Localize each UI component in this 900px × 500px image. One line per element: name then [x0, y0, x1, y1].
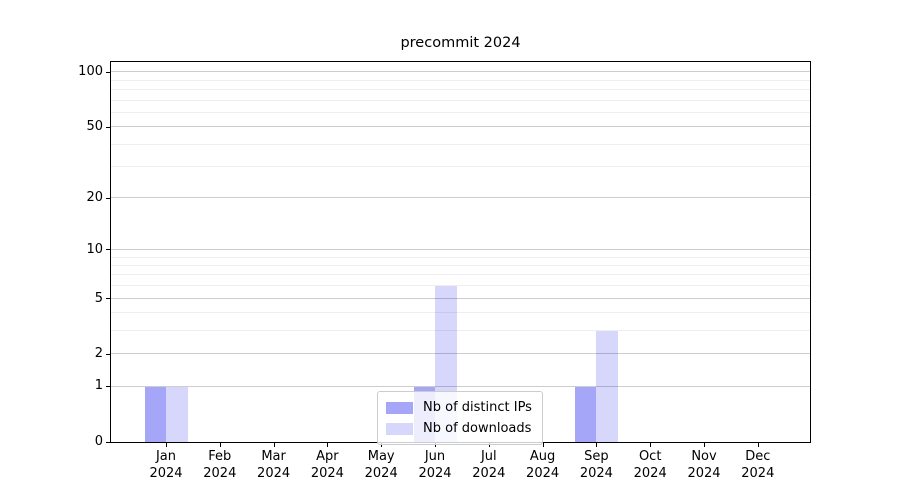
- x-tick-year: 2024: [418, 465, 452, 481]
- y-tick-label: 10: [86, 241, 103, 257]
- minor-gridline: [111, 111, 810, 113]
- x-tick-year: 2024: [579, 465, 613, 481]
- y-tick-mark: [106, 249, 110, 251]
- y-tick-mark: [106, 197, 110, 199]
- y-tick-mark: [106, 298, 110, 299]
- x-tick-mark: [219, 443, 221, 447]
- minor-gridline: [111, 99, 810, 101]
- y-tick-mark: [106, 126, 110, 128]
- x-tick-mark: [704, 443, 705, 447]
- bar-sep-downloads: [596, 330, 618, 442]
- bar-sep-ips: [574, 386, 597, 442]
- x-tick-month: Apr: [316, 449, 339, 464]
- x-tick-year: 2024: [364, 465, 398, 481]
- x-tick-month: Jan: [155, 449, 177, 464]
- chart-title: precommit 2024: [400, 35, 521, 51]
- x-tick-year: 2024: [472, 465, 506, 481]
- x-tick-mark: [166, 443, 167, 447]
- y-tick-label: 50: [86, 119, 103, 135]
- x-tick-label: Jun 2024: [403, 449, 467, 482]
- x-tick-month: Mar: [261, 449, 286, 464]
- x-tick-year: 2024: [687, 465, 721, 481]
- plot-area: Nb of distinct IPs Nb of downloads: [110, 61, 811, 445]
- major-gridline: [111, 126, 810, 128]
- x-tick-month: Nov: [691, 449, 717, 464]
- x-tick-year: 2024: [257, 465, 291, 481]
- x-tick-year: 2024: [203, 465, 237, 481]
- legend-label: Nb of distinct IPs: [423, 400, 532, 415]
- x-tick-year: 2024: [526, 465, 560, 481]
- legend: Nb of distinct IPs Nb of downloads: [377, 391, 543, 445]
- x-tick-label: Aug 2024: [511, 449, 575, 482]
- x-tick-label: Feb 2024: [188, 449, 252, 482]
- minor-gridline: [111, 89, 810, 91]
- x-tick-label: Mar 2024: [242, 449, 306, 482]
- x-tick-label: Jul 2024: [457, 449, 521, 482]
- y-tick-label: 100: [78, 64, 103, 80]
- x-tick-mark: [542, 443, 544, 447]
- x-tick-mark: [381, 443, 383, 447]
- bar-jan-ips: [144, 386, 166, 442]
- legend-label: Nb of downloads: [423, 421, 532, 436]
- x-tick-year: 2024: [310, 465, 344, 481]
- major-gridline: [111, 197, 810, 199]
- x-tick-mark: [650, 443, 652, 447]
- y-tick-label: 0: [94, 434, 103, 449]
- minor-gridline: [111, 79, 810, 81]
- minor-gridline: [111, 285, 810, 287]
- y-tick-label: 5: [94, 290, 103, 306]
- y-tick-mark: [106, 385, 110, 387]
- minor-gridline: [111, 265, 810, 267]
- x-tick-year: 2024: [741, 465, 775, 481]
- x-tick-mark: [488, 443, 490, 447]
- x-tick-month: Jul: [480, 449, 497, 464]
- x-tick-label: Nov 2024: [672, 449, 736, 482]
- x-tick-mark: [435, 443, 436, 447]
- major-gridline: [111, 248, 810, 250]
- x-tick-label: May 2024: [349, 449, 413, 482]
- x-tick-mark: [757, 443, 759, 447]
- x-tick-year: 2024: [633, 465, 667, 481]
- x-tick-month: Sep: [584, 449, 609, 464]
- major-gridline: [111, 71, 810, 73]
- y-tick-label: 2: [94, 346, 103, 362]
- x-tick-month: Aug: [529, 449, 556, 464]
- x-tick-label: Dec 2024: [726, 449, 790, 482]
- x-tick-label: Oct 2024: [618, 449, 682, 482]
- x-tick-mark: [596, 443, 598, 447]
- major-gridline: [111, 353, 810, 355]
- x-tick-label: Apr 2024: [295, 449, 359, 482]
- legend-item: Nb of downloads: [386, 418, 532, 439]
- y-tick-mark: [106, 441, 110, 443]
- legend-item: Nb of distinct IPs: [386, 397, 532, 418]
- y-tick-mark: [106, 71, 110, 73]
- bar-jan-downloads: [166, 386, 188, 442]
- x-tick-mark: [327, 443, 329, 447]
- x-tick-month: May: [367, 449, 395, 464]
- x-tick-mark: [273, 443, 275, 447]
- x-tick-label: Sep 2024: [564, 449, 628, 482]
- y-tick-label: 1: [94, 378, 103, 394]
- major-gridline: [111, 297, 810, 299]
- x-tick-year: 2024: [149, 465, 183, 481]
- x-tick-month: Oct: [638, 449, 662, 464]
- minor-gridline: [111, 274, 810, 276]
- minor-gridline: [111, 143, 810, 145]
- y-tick-label: 20: [86, 190, 103, 206]
- x-tick-month: Jun: [424, 449, 446, 464]
- major-gridline: [111, 385, 810, 387]
- minor-gridline: [111, 312, 810, 314]
- x-tick-month: Dec: [745, 449, 771, 464]
- y-tick-mark: [106, 353, 110, 355]
- minor-gridline: [111, 329, 810, 331]
- x-tick-label: Jan 2024: [134, 449, 198, 482]
- minor-gridline: [111, 166, 810, 167]
- x-tick-month: Feb: [208, 449, 232, 464]
- legend-swatch: [386, 422, 413, 435]
- legend-swatch: [386, 401, 413, 414]
- minor-gridline: [111, 256, 810, 258]
